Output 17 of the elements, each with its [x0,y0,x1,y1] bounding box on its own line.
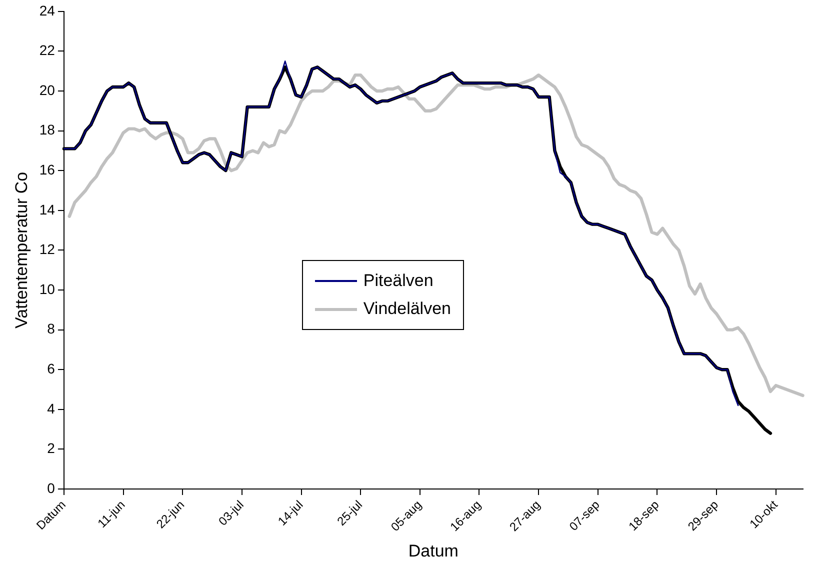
y-tick-label: 10 [39,280,56,297]
y-tick-label: 20 [39,82,56,98]
y-tick-label: 18 [39,122,56,138]
y-tick-label: 16 [39,161,56,178]
y-tick-label: 2 [47,440,56,456]
y-tick-label: 4 [47,400,56,416]
y-tick-label: 8 [47,320,56,337]
x-axis-title: Datum [408,541,458,560]
y-tick-label: 6 [47,360,56,376]
legend-label: Piteälven [363,271,434,292]
y-tick-label: 12 [39,241,56,258]
legend-label: Vindelälven [363,299,451,320]
y-tick-label: 0 [47,480,56,496]
y-axis-title: Vattentemperatur Co [12,172,31,328]
y-tick-label: 14 [39,201,56,218]
y-tick-label: 24 [39,2,56,18]
y-tick-label: 22 [39,42,56,58]
